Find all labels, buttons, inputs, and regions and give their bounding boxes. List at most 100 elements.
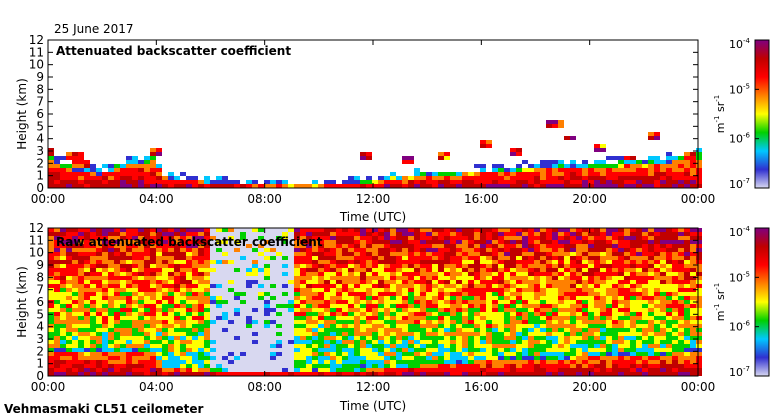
heatmap-cell <box>600 336 606 340</box>
heatmap-cell <box>312 312 318 316</box>
heatmap-cell <box>612 276 618 280</box>
heatmap-cell <box>594 340 600 344</box>
heatmap-cell <box>432 324 438 328</box>
heatmap-cell <box>426 268 432 272</box>
heatmap-cell <box>246 340 252 344</box>
heatmap-cell <box>576 248 582 252</box>
heatmap-cell <box>546 168 552 172</box>
heatmap-cell <box>444 280 450 284</box>
heatmap-cell <box>450 236 456 240</box>
heatmap-cell <box>102 288 108 292</box>
heatmap-cell <box>102 340 108 344</box>
heatmap-cell <box>444 228 450 232</box>
heatmap-cell <box>498 184 504 188</box>
colorbar-tick-label: 10-7 <box>729 365 750 379</box>
heatmap-cell <box>402 176 408 180</box>
heatmap-cell <box>216 232 222 236</box>
heatmap-cell <box>204 232 210 236</box>
heatmap-cell <box>612 312 618 316</box>
y-tick-label: 6 <box>36 295 44 309</box>
heatmap-cell <box>276 332 282 336</box>
heatmap-cell <box>444 256 450 260</box>
heatmap-cell <box>132 248 138 252</box>
heatmap-cell <box>138 284 144 288</box>
heatmap-cell <box>222 176 228 180</box>
heatmap-cell <box>408 336 414 340</box>
heatmap-cell <box>558 248 564 252</box>
heatmap-cell <box>276 236 282 240</box>
heatmap-cell <box>114 296 120 300</box>
heatmap-cell <box>378 308 384 312</box>
heatmap-cell <box>54 164 60 168</box>
heatmap-cell <box>594 256 600 260</box>
heatmap-cell <box>666 152 672 156</box>
heatmap-cell <box>186 360 192 364</box>
heatmap-cell <box>264 368 270 372</box>
heatmap-cell <box>354 344 360 348</box>
heatmap-cell <box>516 172 522 176</box>
heatmap-cell <box>528 348 534 352</box>
heatmap-cell <box>156 308 162 312</box>
heatmap-cell <box>420 324 426 328</box>
heatmap-cell <box>582 352 588 356</box>
heatmap-cell <box>378 248 384 252</box>
heatmap-cell <box>402 300 408 304</box>
heatmap-cell <box>48 252 54 256</box>
heatmap-cell <box>318 308 324 312</box>
heatmap-cell <box>534 340 540 344</box>
x-tick-label: 00:00 <box>681 192 716 206</box>
heatmap-cell <box>186 312 192 316</box>
heatmap-cell <box>456 368 462 372</box>
heatmap-cell <box>204 260 210 264</box>
heatmap-cell <box>642 372 648 376</box>
heatmap-cell <box>246 288 252 292</box>
heatmap-cell <box>360 316 366 320</box>
heatmap-cell <box>492 304 498 308</box>
heatmap-cell <box>588 252 594 256</box>
heatmap-cell <box>240 260 246 264</box>
heatmap-cell <box>666 244 672 248</box>
heatmap-cell <box>354 256 360 260</box>
heatmap-cell <box>576 172 582 176</box>
heatmap-cell <box>72 252 78 256</box>
heatmap-cell <box>372 264 378 268</box>
heatmap-cell <box>270 248 276 252</box>
heatmap-cell <box>246 304 252 308</box>
heatmap-cell <box>126 172 132 176</box>
heatmap-cell <box>276 296 282 300</box>
heatmap-cell <box>132 276 138 280</box>
heatmap-cell <box>480 340 486 344</box>
heatmap-cell <box>654 288 660 292</box>
heatmap-cell <box>618 256 624 260</box>
heatmap-cell <box>570 308 576 312</box>
heatmap-cell <box>264 288 270 292</box>
heatmap-cell <box>234 184 240 188</box>
heatmap-cell <box>318 320 324 324</box>
heatmap-cell <box>312 328 318 332</box>
heatmap-cell <box>252 364 258 368</box>
heatmap-cell <box>672 232 678 236</box>
heatmap-cell <box>258 308 264 312</box>
heatmap-cell <box>168 180 174 184</box>
heatmap-cell <box>534 256 540 260</box>
heatmap-cell <box>426 280 432 284</box>
heatmap-cell <box>522 296 528 300</box>
heatmap-cell <box>312 184 318 188</box>
heatmap-cell <box>66 352 72 356</box>
heatmap-cell <box>216 280 222 284</box>
heatmap-cell <box>480 312 486 316</box>
heatmap-cell <box>240 268 246 272</box>
heatmap-cell <box>696 252 702 256</box>
heatmap-cell <box>510 300 516 304</box>
heatmap-cell <box>438 272 444 276</box>
heatmap-cell <box>156 288 162 292</box>
heatmap-cell <box>288 360 294 364</box>
heatmap-cell <box>336 308 342 312</box>
heatmap-cell <box>486 360 492 364</box>
heatmap-cell <box>312 260 318 264</box>
heatmap-cell <box>222 312 228 316</box>
heatmap-cell <box>90 368 96 372</box>
heatmap-cell <box>156 332 162 336</box>
heatmap-cell <box>450 372 456 376</box>
heatmap-cell <box>540 272 546 276</box>
